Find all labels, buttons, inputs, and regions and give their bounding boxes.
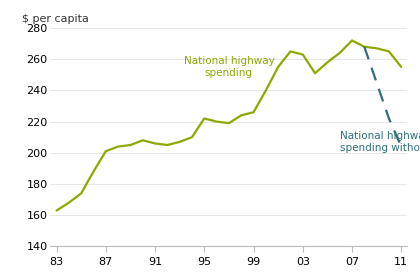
Text: National highway
spending without ARRA grants: National highway spending without ARRA g…	[340, 131, 420, 153]
Text: National highway
spending: National highway spending	[184, 55, 274, 78]
Text: $ per capita: $ per capita	[22, 14, 89, 24]
